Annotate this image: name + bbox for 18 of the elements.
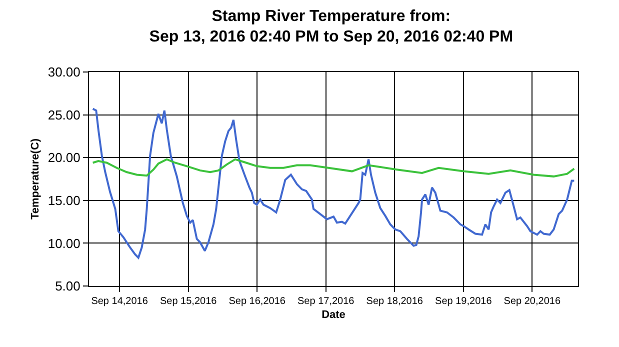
line-series: [92, 108, 576, 259]
x-tick-label: Sep 14,2016: [91, 296, 148, 307]
y-tick-label: 25.00: [48, 107, 80, 122]
y-tick-label: 5.00: [55, 278, 80, 294]
y-tick-label: 20.00: [48, 150, 80, 166]
y-tick-label: 15.00: [48, 192, 80, 208]
x-tick-label: Sep 18,2016: [366, 296, 424, 307]
x-tick-label: Sep 15,2016: [160, 296, 218, 307]
x-tick-label: Sep 19,2016: [435, 296, 492, 307]
y-tick-label: 10.00: [48, 236, 80, 251]
line-series: [92, 158, 576, 178]
y-axis-title: Temperature(C): [30, 138, 42, 220]
x-tick-label: Sep 16,2016: [228, 296, 286, 307]
x-axis-title: Date: [322, 309, 346, 322]
x-tick-label: Sep 20,2016: [504, 296, 561, 307]
y-tick-label: 30.00: [48, 64, 80, 80]
x-tick-label: Sep 17,2016: [298, 296, 355, 307]
chart-title: Stamp River Temperature from: Sep 13, 2016 02:40 PM to Sep 20, 2016 02:40 PM: [149, 8, 514, 46]
